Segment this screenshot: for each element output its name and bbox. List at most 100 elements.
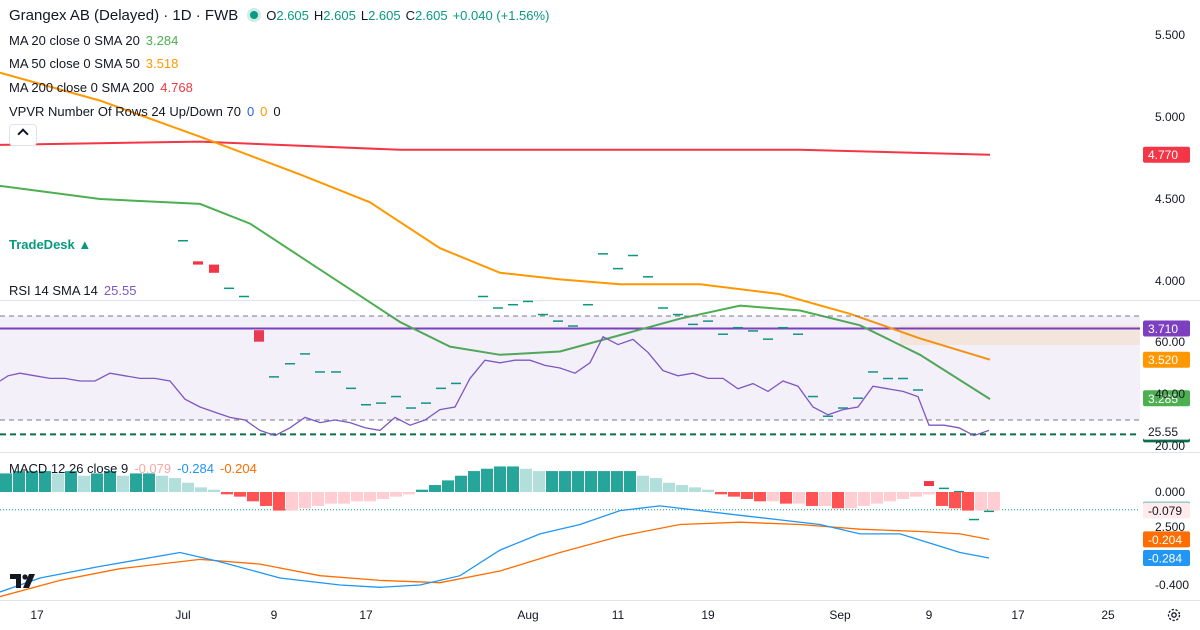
macd-histogram-bar [39, 471, 51, 492]
settings-gear-icon[interactable] [1165, 606, 1183, 624]
candle [984, 510, 994, 513]
macd-histogram-bar [429, 485, 441, 492]
time-axis-tick: 25 [1101, 608, 1115, 622]
macd-histogram-bar [65, 471, 77, 492]
macd-histogram-bar [78, 475, 90, 492]
candle [969, 518, 979, 521]
macd-histogram-bar [793, 492, 805, 504]
rsi-tag-bg [1143, 423, 1190, 440]
time-axis-tick: 17 [1011, 608, 1025, 622]
ma50-value: 3.518 [145, 56, 179, 71]
candle [613, 267, 623, 270]
vpvr-legend[interactable]: VPVR Number Of Rows 24 Up/Down 70 0 0 0 [9, 104, 281, 120]
candle [361, 404, 371, 406]
rsi-axis-tick: 60.00 [1155, 335, 1185, 349]
macd-histogram-bar [689, 487, 701, 492]
macd-histogram-bar [130, 473, 142, 492]
candle [883, 377, 893, 380]
rsi-band [0, 316, 1140, 420]
macd-histogram-value: -0.079 [134, 461, 172, 476]
tradingview-logo-icon[interactable] [10, 572, 38, 590]
time-axis-tick: 9 [271, 608, 278, 622]
time-axis-tick: 17 [359, 608, 373, 622]
macd-histogram-bar [897, 492, 909, 499]
macd-tag-bg [1143, 502, 1190, 519]
tradedesk-label[interactable]: TradeDesk ▲ [9, 237, 92, 252]
macd-histogram-bar [208, 489, 220, 492]
macd-legend[interactable]: MACD 12 26 close 9 -0.079 -0.284 -0.204 [9, 461, 257, 477]
macd-tag: -0.204 [1148, 533, 1182, 547]
rsi-legend[interactable]: RSI 14 SMA 14 25.55 [9, 283, 136, 299]
candle [838, 407, 848, 409]
price-tag-bg [1143, 146, 1190, 163]
candle [315, 371, 325, 373]
macd-axis-tick: -0.400 [1155, 578, 1189, 592]
macd-signal-line [0, 521, 990, 598]
symbol-header[interactable]: Grangex AB (Delayed) · 1D · FWB O2.605 H2.… [9, 8, 554, 24]
ohlc-high-value: 2.605 [323, 8, 356, 23]
macd-histogram-bar [975, 492, 987, 511]
candle [285, 363, 295, 365]
macd-histogram-bar [91, 473, 103, 492]
candle [239, 295, 249, 298]
candle [451, 382, 461, 385]
macd-histogram-bar [650, 478, 662, 492]
price-tag: 3.710 [1148, 322, 1178, 336]
macd-histogram-bar [754, 492, 766, 502]
macd-histogram-bar [884, 492, 896, 502]
candle [748, 330, 758, 332]
macd-histogram-bar [182, 482, 194, 492]
macd-histogram-bar [819, 492, 831, 506]
price-axis-tick: 5.000 [1155, 110, 1185, 124]
candle [391, 395, 401, 398]
macd-histogram-bar [949, 492, 961, 509]
macd-histogram-bar [780, 492, 792, 504]
price-axis-tick: 5.500 [1155, 28, 1185, 42]
rsi-value: 25.55 [103, 283, 137, 298]
macd-histogram-bar [286, 492, 298, 511]
macd-histogram-bar [923, 492, 935, 495]
ma200-legend[interactable]: MA 200 close 0 SMA 200 4.768 [9, 80, 193, 96]
rsi-pane[interactable] [0, 315, 1140, 437]
candle [688, 323, 698, 326]
macd-histogram-bar [611, 471, 623, 492]
macd-histogram-bar [585, 471, 597, 492]
price-tag-bg [1143, 390, 1190, 407]
ma20-legend[interactable]: MA 20 close 0 SMA 20 3.284 [9, 33, 178, 49]
ohlc-close-value: 2.605 [415, 8, 448, 23]
ma50-legend[interactable]: MA 50 close 0 SMA 50 3.518 [9, 56, 178, 72]
macd-histogram-bar [507, 466, 519, 492]
macd-histogram-bar [728, 492, 740, 497]
macd-histogram-bar [767, 492, 779, 502]
macd-tag: -0.079 [1148, 504, 1182, 518]
time-axis-tick: 9 [926, 608, 933, 622]
price-pane[interactable] [0, 71, 1140, 521]
macd-histogram-bar [390, 492, 402, 497]
symbol-title[interactable]: Grangex AB (Delayed) · 1D · FWB [9, 7, 239, 24]
macd-histogram-bar [195, 487, 207, 492]
vpvr-label: VPVR Number Of Rows 24 Up/Down 70 [9, 104, 241, 119]
candle [209, 264, 219, 273]
macd-histogram-bar [533, 471, 545, 492]
legend-overlay: Grangex AB (Delayed) · 1D · FWB O2.605 H2.… [0, 0, 1140, 600]
macd-histogram-bar [442, 480, 454, 492]
series-ma-200 [0, 140, 991, 156]
price-change: +0.040 (+1.56%) [452, 8, 550, 23]
macd-histogram-bar [0, 473, 12, 492]
macd-title: MACD 12 26 close 9 [9, 461, 129, 476]
candle [793, 333, 803, 335]
macd-signal-value: -0.204 [219, 461, 257, 476]
time-axis-tick: 19 [701, 608, 715, 622]
candle [673, 313, 683, 316]
ma50-label: MA 50 close 0 SMA 50 [9, 56, 140, 71]
collapse-legend-button[interactable] [9, 124, 37, 146]
macd-histogram-bar [806, 492, 818, 506]
price-tag: 3.520 [1148, 353, 1178, 367]
macd-pane[interactable] [0, 466, 1000, 598]
candle [733, 326, 743, 329]
candle [643, 276, 653, 278]
macd-histogram-bar [702, 489, 714, 492]
macd-histogram-bar [676, 485, 688, 492]
macd-histogram-bar [572, 471, 584, 492]
